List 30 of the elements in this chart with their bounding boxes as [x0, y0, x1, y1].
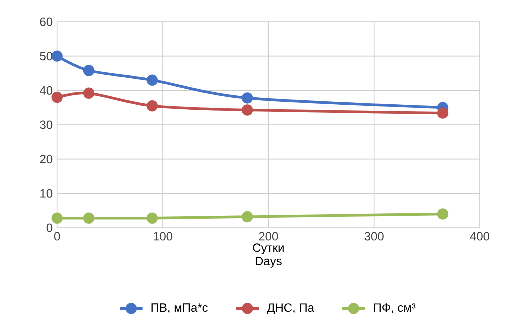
legend-label: ПВ, мПа*с	[152, 304, 208, 314]
x-axis-title: Сутки Days	[253, 244, 284, 268]
point	[83, 88, 95, 100]
y-tick-label: 0	[46, 224, 53, 232]
x-tick-label: 200	[259, 232, 278, 241]
point	[52, 92, 63, 104]
point	[52, 212, 63, 224]
point	[242, 92, 254, 104]
point	[146, 74, 158, 86]
point	[146, 212, 158, 224]
x-tick-label: 300	[364, 232, 384, 241]
y-tick-label: 30	[40, 120, 53, 130]
point	[83, 65, 95, 76]
y-tick-label: 20	[40, 155, 53, 164]
point	[242, 211, 254, 223]
legend-label: ПФ, см³	[374, 304, 416, 314]
point	[437, 208, 449, 220]
x-tick-label: 100	[154, 232, 173, 241]
x-tick-label: 0	[54, 232, 60, 241]
point	[146, 100, 158, 112]
y-tick-label: 10	[40, 189, 53, 198]
y-tick-label: 50	[40, 52, 53, 61]
y-tick-label: 60	[40, 18, 53, 26]
point	[242, 104, 254, 116]
point	[52, 50, 63, 62]
y-tick-label: 40	[40, 86, 53, 95]
legend-label: ДНС, Па	[267, 304, 315, 314]
point	[83, 212, 95, 224]
x-tick-label: 400	[470, 232, 490, 241]
point	[437, 108, 449, 119]
